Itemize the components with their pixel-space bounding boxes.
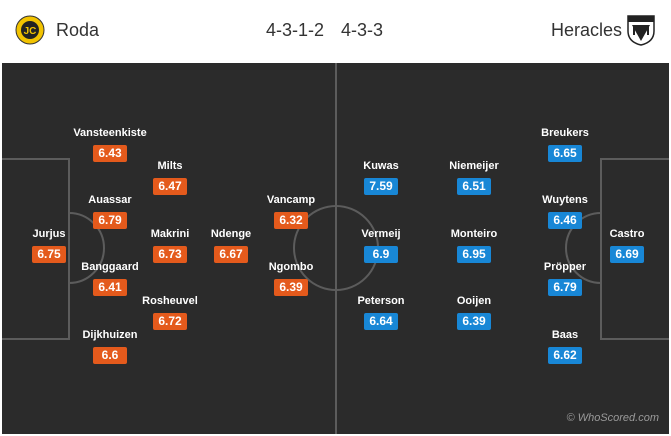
player-name: Peterson [357, 295, 405, 307]
heracles-logo-icon [625, 13, 657, 47]
home-player[interactable]: Dijkhuizen 6.6 [65, 329, 155, 364]
player-name: Monteiro [450, 228, 498, 240]
player-name: Niemeijer [449, 160, 499, 172]
away-player[interactable]: Kuwas 7.59 [336, 160, 426, 195]
home-player[interactable]: Rosheuvel 6.72 [125, 295, 215, 330]
home-player[interactable]: Banggaard 6.41 [65, 261, 155, 296]
player-rating-badge: 6.9 [364, 246, 398, 263]
player-name: Breukers [541, 127, 589, 139]
player-name: Jurjus [32, 228, 66, 240]
home-player[interactable]: Vancamp 6.32 [246, 194, 336, 229]
player-rating-badge: 6.69 [610, 246, 644, 263]
player-name: Vansteenkiste [73, 127, 147, 139]
away-player[interactable]: Pröpper 6.79 [520, 261, 610, 296]
away-player[interactable]: Breukers 6.65 [520, 127, 610, 162]
player-name: Kuwas [363, 160, 399, 172]
away-player[interactable]: Peterson 6.64 [336, 295, 426, 330]
player-name: Auassar [88, 194, 132, 206]
home-player[interactable]: Ngombo 6.39 [246, 261, 336, 296]
player-name: Baas [551, 329, 579, 341]
player-rating-badge: 6.46 [548, 212, 582, 229]
player-name: Dijkhuizen [82, 329, 138, 341]
player-name: Banggaard [81, 261, 139, 273]
player-rating-badge: 6.43 [93, 145, 127, 162]
away-player[interactable]: Monteiro 6.95 [429, 228, 519, 263]
player-rating-badge: 6.79 [548, 279, 582, 296]
player-rating-badge: 6.73 [153, 246, 187, 263]
player-rating-badge: 6.62 [548, 347, 582, 364]
home-team-name: Roda [56, 20, 100, 40]
player-rating-badge: 6.47 [153, 178, 187, 195]
home-player[interactable]: Vansteenkiste 6.43 [65, 127, 155, 162]
player-rating-badge: 6.75 [32, 246, 66, 263]
player-rating-badge: 6.65 [548, 145, 582, 162]
player-rating-badge: 6.64 [364, 313, 398, 330]
home-player[interactable]: Milts 6.47 [125, 160, 215, 195]
away-team-name: Heracles [551, 20, 623, 40]
away-player[interactable]: Vermeij 6.9 [336, 228, 426, 263]
player-name: Vermeij [361, 228, 401, 240]
watermark: © WhoScored.com [566, 412, 659, 424]
home-player[interactable]: Makrini 6.73 [125, 228, 215, 263]
player-name: Ngombo [268, 261, 314, 273]
away-player[interactable]: Niemeijer 6.51 [429, 160, 519, 195]
player-rating-badge: 6.79 [93, 212, 127, 229]
home-player[interactable]: Ndenge 6.67 [186, 228, 276, 263]
player-name: Castro [609, 228, 645, 240]
away-player[interactable]: Castro 6.69 [582, 228, 669, 263]
roda-logo-text: JC [24, 26, 37, 37]
away-formation: 4-3-3 [341, 20, 384, 40]
player-name: Milts [157, 160, 183, 172]
player-rating-badge: 6.41 [93, 279, 127, 296]
player-name: Rosheuvel [142, 295, 198, 307]
away-player[interactable]: Ooijen 6.39 [429, 295, 519, 330]
home-player[interactable]: Jurjus 6.75 [4, 228, 94, 263]
player-rating-badge: 6.67 [214, 246, 248, 263]
roda-logo-icon: JC [14, 13, 46, 47]
pitch: Jurjus 6.75 Vansteenkiste 6.43 Auassar 6.79 Ba… [2, 63, 669, 434]
player-name: Wuytens [542, 194, 588, 206]
player-rating-badge: 7.59 [364, 178, 398, 195]
player-rating-badge: 6.32 [274, 212, 308, 229]
player-name: Makrini [150, 228, 190, 240]
player-rating-badge: 6.6 [93, 347, 127, 364]
player-rating-badge: 6.39 [457, 313, 491, 330]
home-player[interactable]: Auassar 6.79 [65, 194, 155, 229]
match-header: JC Roda 4-3-1-2 4-3-3 Heracles [0, 0, 671, 62]
player-name: Ooijen [456, 295, 492, 307]
player-rating-badge: 6.95 [457, 246, 491, 263]
player-name: Ndenge [210, 228, 252, 240]
home-formation: 4-3-1-2 [266, 20, 325, 40]
away-player[interactable]: Baas 6.62 [520, 329, 610, 364]
player-name: Pröpper [543, 261, 587, 273]
away-player[interactable]: Wuytens 6.46 [520, 194, 610, 229]
player-rating-badge: 6.39 [274, 279, 308, 296]
player-name: Vancamp [266, 194, 316, 206]
player-rating-badge: 6.51 [457, 178, 491, 195]
player-rating-badge: 6.72 [153, 313, 187, 330]
